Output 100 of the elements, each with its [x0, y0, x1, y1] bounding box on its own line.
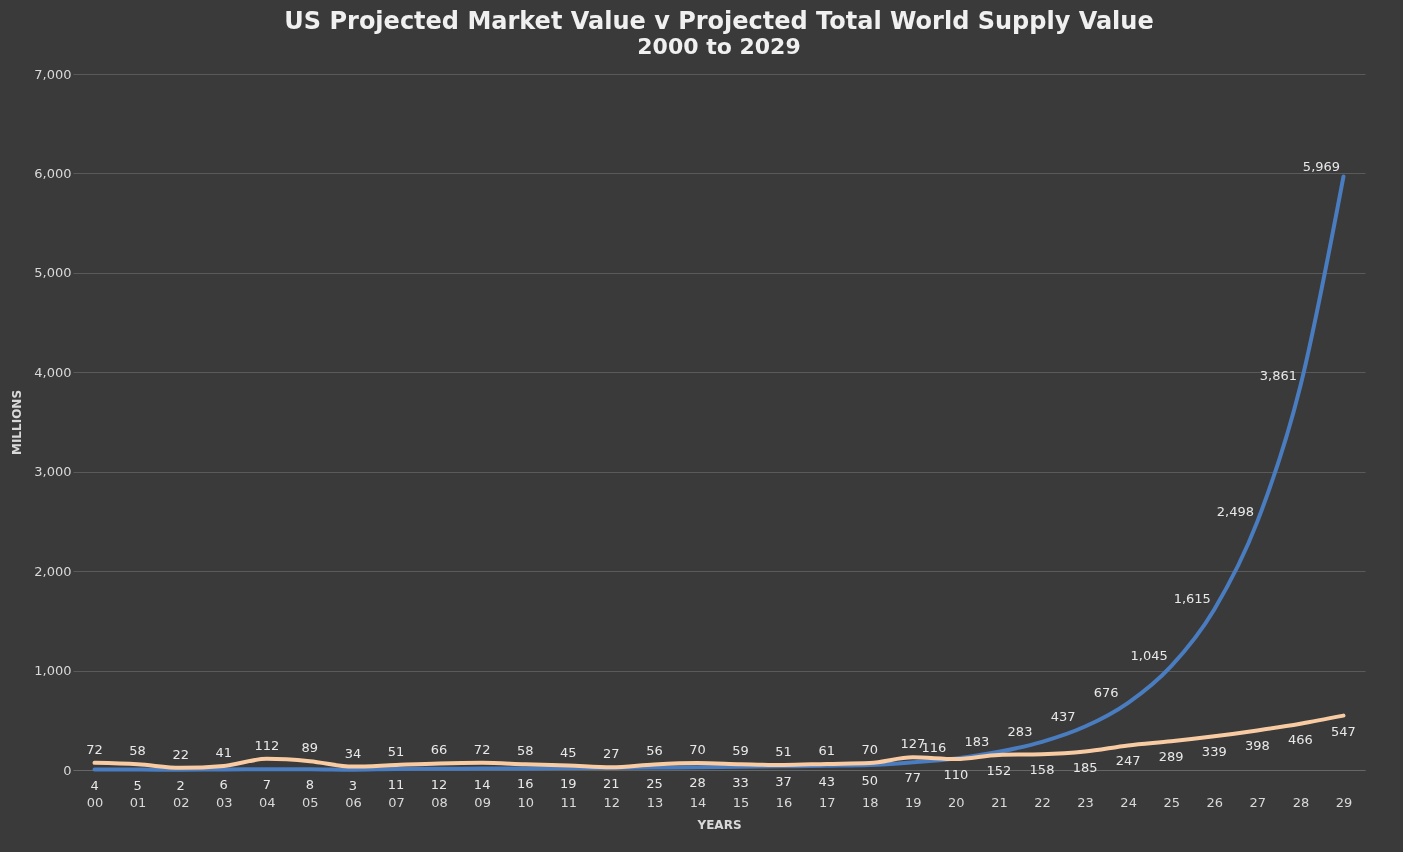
data-label: 4: [90, 777, 99, 793]
chart-subtitle: 2000 to 2029: [637, 34, 801, 59]
data-label: 152: [986, 762, 1012, 778]
data-label: 112: [254, 737, 280, 753]
x-tick-label: 06: [345, 794, 362, 810]
x-tick-label: 11: [560, 794, 578, 810]
data-label: 77: [904, 770, 922, 786]
x-tick-label: 14: [689, 794, 707, 810]
x-tick-label: 07: [388, 794, 405, 810]
data-label: 2: [176, 777, 185, 793]
data-label: 72: [473, 741, 491, 757]
data-label: 8: [305, 777, 315, 793]
x-tick-label: 09: [474, 794, 491, 810]
data-label: 70: [861, 742, 879, 758]
data-label: 183: [964, 733, 990, 749]
x-tick-label: 28: [1292, 794, 1310, 810]
data-label: 12: [430, 776, 448, 792]
data-label: 1,615: [1173, 591, 1211, 607]
data-label: 339: [1201, 744, 1227, 760]
x-tick-label: 18: [861, 794, 879, 810]
x-tick-label: 21: [991, 794, 1008, 810]
x-tick-label: 25: [1163, 794, 1180, 810]
x-tick-label: 26: [1206, 794, 1224, 810]
data-label: 50: [861, 773, 879, 789]
data-label: 66: [430, 742, 448, 758]
y-tick-label: 1,000: [34, 663, 72, 679]
y-tick-label: 2,000: [34, 563, 72, 579]
data-label: 547: [1331, 723, 1356, 739]
x-tick-label: 01: [129, 794, 147, 810]
x-tick-label: 00: [86, 794, 104, 810]
data-label: 16: [516, 776, 534, 792]
data-label: 1,045: [1130, 648, 1168, 664]
x-tick-label: 15: [732, 794, 750, 810]
y-tick-label: 6,000: [34, 165, 72, 181]
data-label: 6: [219, 777, 228, 793]
data-label: 14: [473, 776, 491, 792]
data-label: 59: [732, 743, 749, 759]
y-tick-label: 3,000: [34, 464, 72, 480]
data-label: 110: [943, 767, 969, 783]
data-label: 5,969: [1302, 158, 1341, 174]
data-label: 34: [344, 745, 362, 761]
x-tick-label: 13: [646, 794, 664, 810]
data-label: 289: [1158, 749, 1184, 765]
data-label: 676: [1093, 684, 1119, 700]
x-tick-label: 10: [517, 794, 534, 810]
data-label: 33: [732, 774, 749, 790]
x-tick-label: 08: [431, 794, 448, 810]
x-tick-label: 27: [1249, 794, 1267, 810]
data-label: 247: [1115, 753, 1141, 769]
data-label: 21: [603, 775, 620, 791]
data-label: 5: [133, 777, 142, 793]
x-tick-label: 29: [1335, 794, 1353, 810]
x-tick-label: 20: [948, 794, 965, 810]
data-label: 37: [775, 774, 792, 790]
x-tick-label: 24: [1120, 794, 1137, 810]
data-label: 58: [516, 743, 534, 759]
y-tick-label: 4,000: [34, 364, 72, 380]
data-label: 3: [348, 777, 358, 793]
data-label: 27: [603, 746, 620, 762]
data-label: 437: [1050, 708, 1076, 724]
x-tick-label: 03: [215, 794, 233, 810]
x-tick-label: 22: [1034, 794, 1051, 810]
data-label: 3,861: [1259, 368, 1298, 384]
data-label: 72: [86, 741, 103, 757]
data-label: 19: [559, 776, 577, 792]
y-tick-label: 7,000: [34, 66, 72, 82]
x-tick-label: 04: [259, 794, 276, 810]
data-label: 51: [387, 743, 405, 759]
data-label: 398: [1244, 738, 1270, 754]
x-tick-label: 17: [818, 794, 836, 810]
data-label: 43: [818, 773, 835, 789]
data-label: 185: [1072, 759, 1098, 775]
data-label: 22: [172, 746, 189, 762]
chart-title: US Projected Market Value v Projected Total World Supply Value: [284, 7, 1154, 35]
data-label: 2,498: [1216, 503, 1254, 519]
data-label: 45: [559, 744, 577, 760]
data-label: 283: [1007, 723, 1033, 739]
data-label: 28: [689, 775, 706, 791]
data-label: 56: [646, 743, 663, 759]
x-tick-label: 23: [1077, 794, 1094, 810]
data-label: 41: [215, 744, 233, 760]
x-tick-label: 12: [603, 794, 621, 810]
data-label: 25: [646, 775, 663, 791]
y-axis-title: MILLIONS: [10, 389, 25, 456]
x-tick-label: 16: [775, 794, 793, 810]
data-label: 70: [689, 742, 706, 758]
x-tick-label: 02: [172, 794, 190, 810]
x-tick-label: 19: [905, 794, 922, 810]
y-tick-label: 0: [63, 762, 72, 778]
data-label: 11: [387, 776, 405, 792]
data-label: 466: [1287, 731, 1313, 747]
data-label: 158: [1029, 762, 1055, 778]
data-label: 61: [818, 742, 835, 758]
data-label: 58: [129, 743, 146, 759]
x-tick-label: 05: [302, 794, 319, 810]
data-label: 89: [301, 740, 319, 756]
data-label: 51: [775, 743, 792, 759]
y-tick-label: 5,000: [34, 265, 72, 281]
data-label: 7: [262, 777, 271, 793]
x-axis-title: YEARS: [696, 817, 742, 832]
